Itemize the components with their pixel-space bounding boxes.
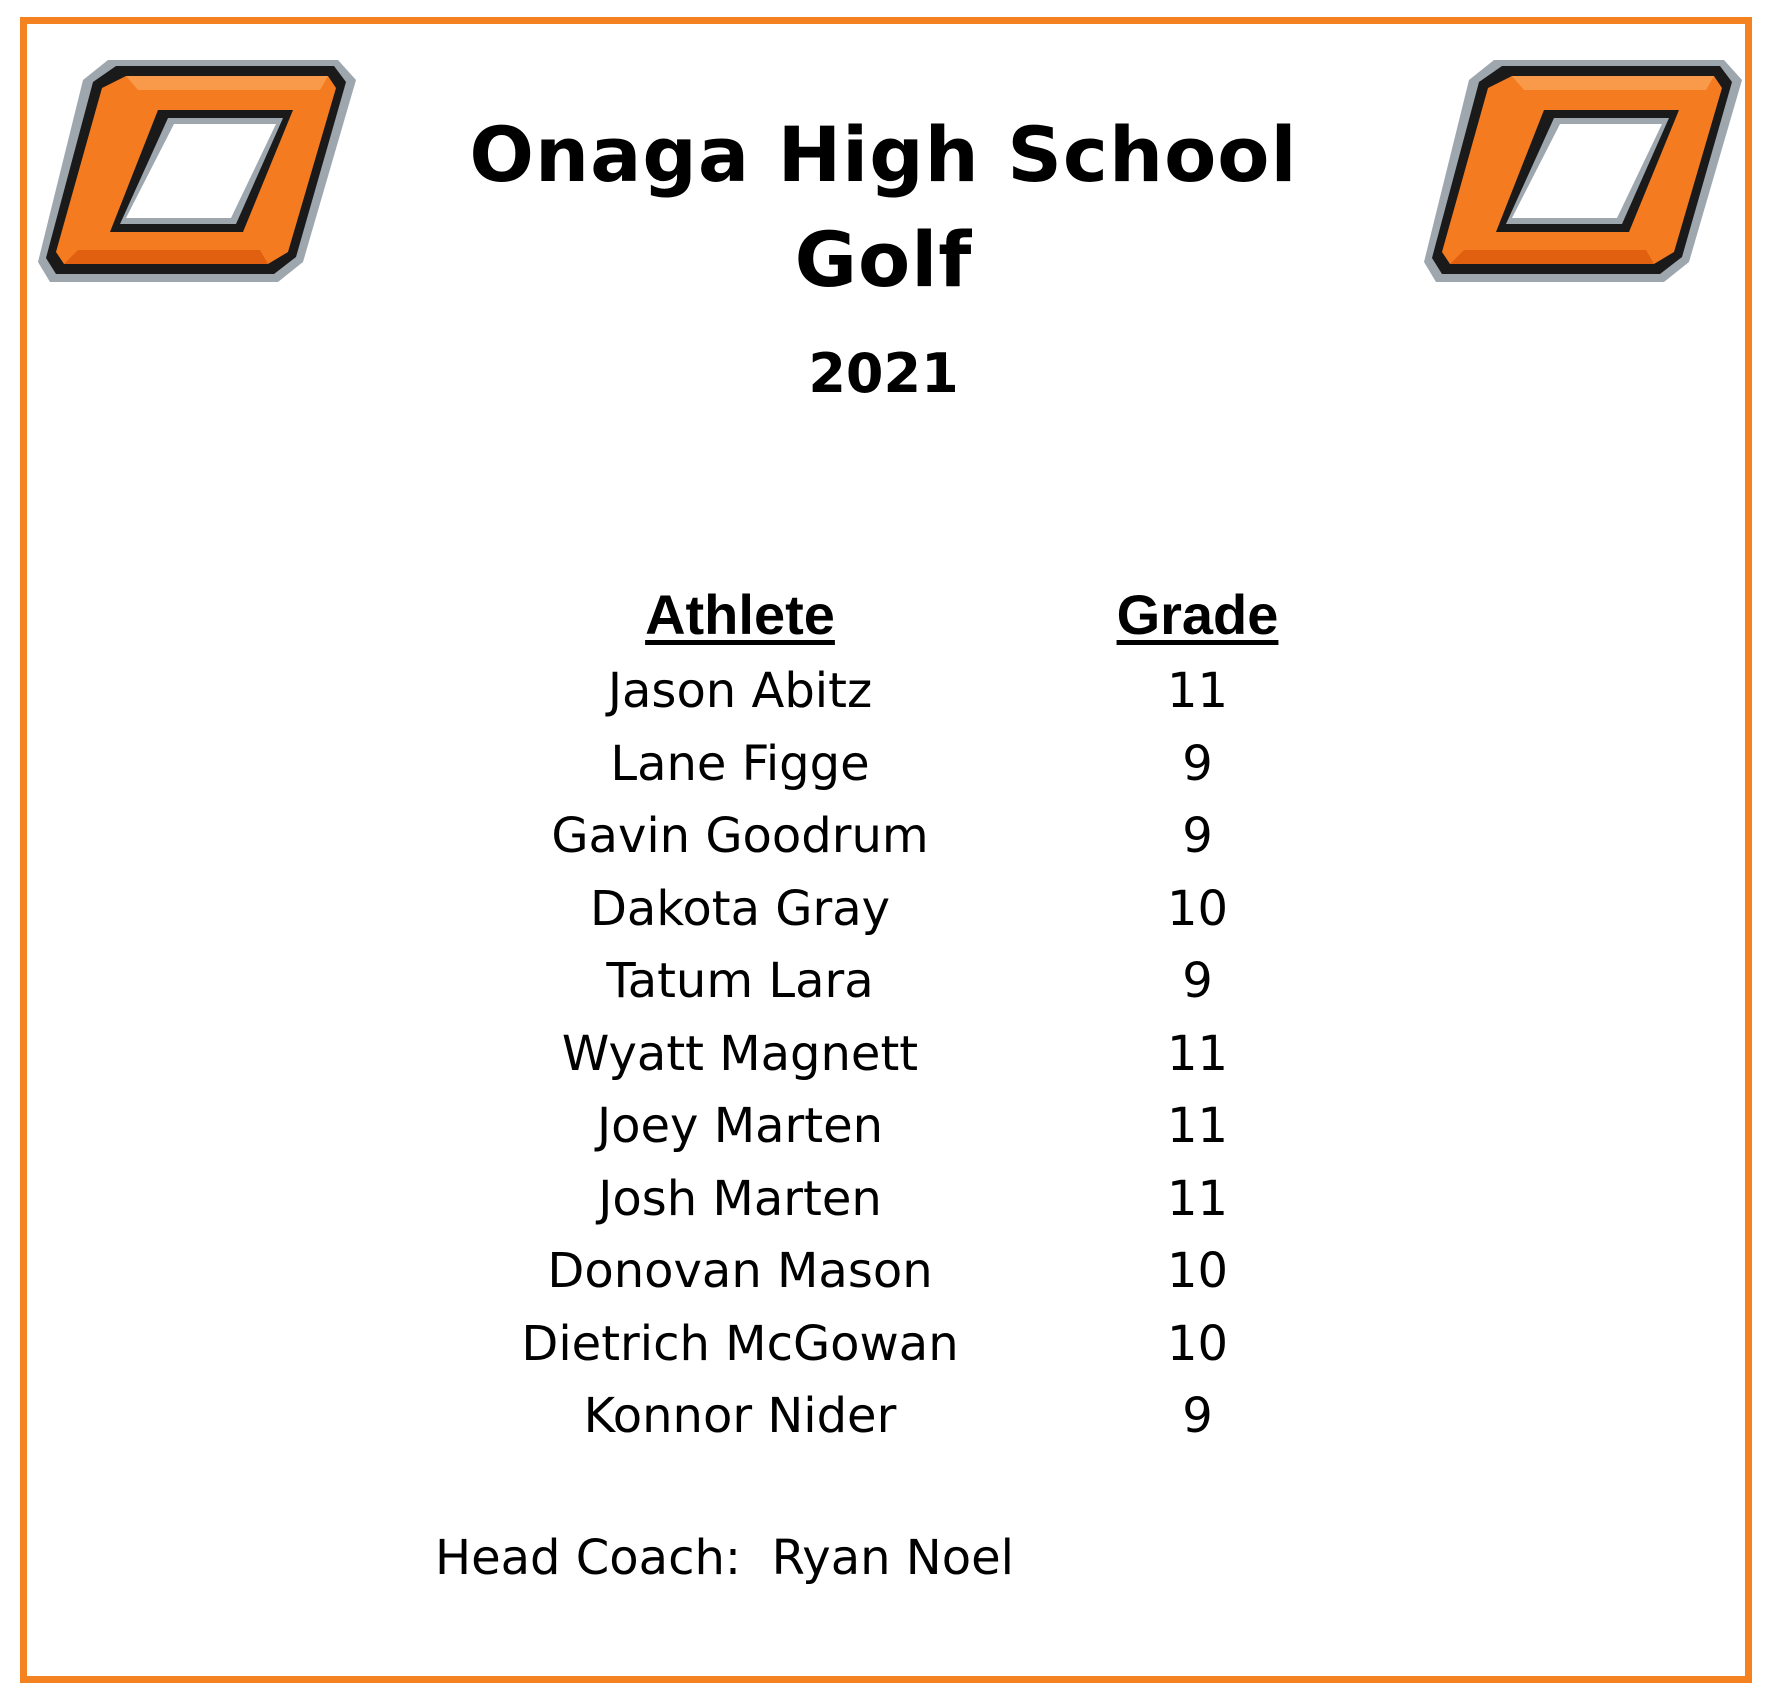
- athlete-name: Dietrich McGowan: [521, 1315, 959, 1372]
- athlete-name: Tatum Lara: [606, 953, 874, 1009]
- athlete-column-header: Athlete: [645, 583, 835, 646]
- athlete-grade: 11: [1166, 1098, 1229, 1154]
- athlete-column: Athlete Jason Abitz Lane Figge Gavin Goo…: [440, 575, 1040, 1453]
- grade-column: Grade 11 9 9 10 9 11 11 11 10 10 9: [1075, 575, 1320, 1453]
- athlete-grade: 9: [1182, 735, 1213, 792]
- athlete-name: Lane Figge: [610, 735, 870, 792]
- athlete-grade: 9: [1182, 1388, 1213, 1444]
- athlete-grade: 10: [1166, 1315, 1229, 1372]
- season-year: 2021: [808, 342, 959, 405]
- page-subtitle: Golf: [794, 215, 973, 304]
- athlete-grade: 11: [1166, 1025, 1229, 1082]
- letter-o-logo-icon: [1424, 60, 1742, 282]
- athlete-name: Konnor Nider: [583, 1388, 897, 1444]
- athlete-name: Josh Marten: [598, 1170, 882, 1227]
- page-title: Onaga High School: [469, 110, 1298, 199]
- page-border: [20, 17, 1752, 1683]
- athlete-grade: 10: [1166, 1243, 1229, 1299]
- letter-o-logo-icon: [38, 60, 356, 282]
- athlete-name: Wyatt Magnett: [561, 1025, 919, 1082]
- athlete-grade: 11: [1166, 663, 1229, 719]
- head-coach-line: Head Coach: Ryan Noel: [435, 1530, 1014, 1586]
- grade-column-header: Grade: [1116, 583, 1279, 646]
- athlete-name: Dakota Gray: [589, 880, 891, 937]
- athlete-name: Jason Abitz: [607, 663, 873, 719]
- athlete-name: Gavin Goodrum: [551, 808, 929, 864]
- athlete-grade: 10: [1166, 880, 1229, 937]
- roster-table: Athlete Jason Abitz Lane Figge Gavin Goo…: [0, 575, 1767, 1475]
- athlete-name: Joey Marten: [596, 1098, 884, 1154]
- athlete-grade: 9: [1182, 953, 1213, 1009]
- athlete-name: Donovan Mason: [547, 1243, 933, 1299]
- athlete-grade: 9: [1182, 808, 1213, 864]
- athlete-grade: 11: [1166, 1170, 1229, 1227]
